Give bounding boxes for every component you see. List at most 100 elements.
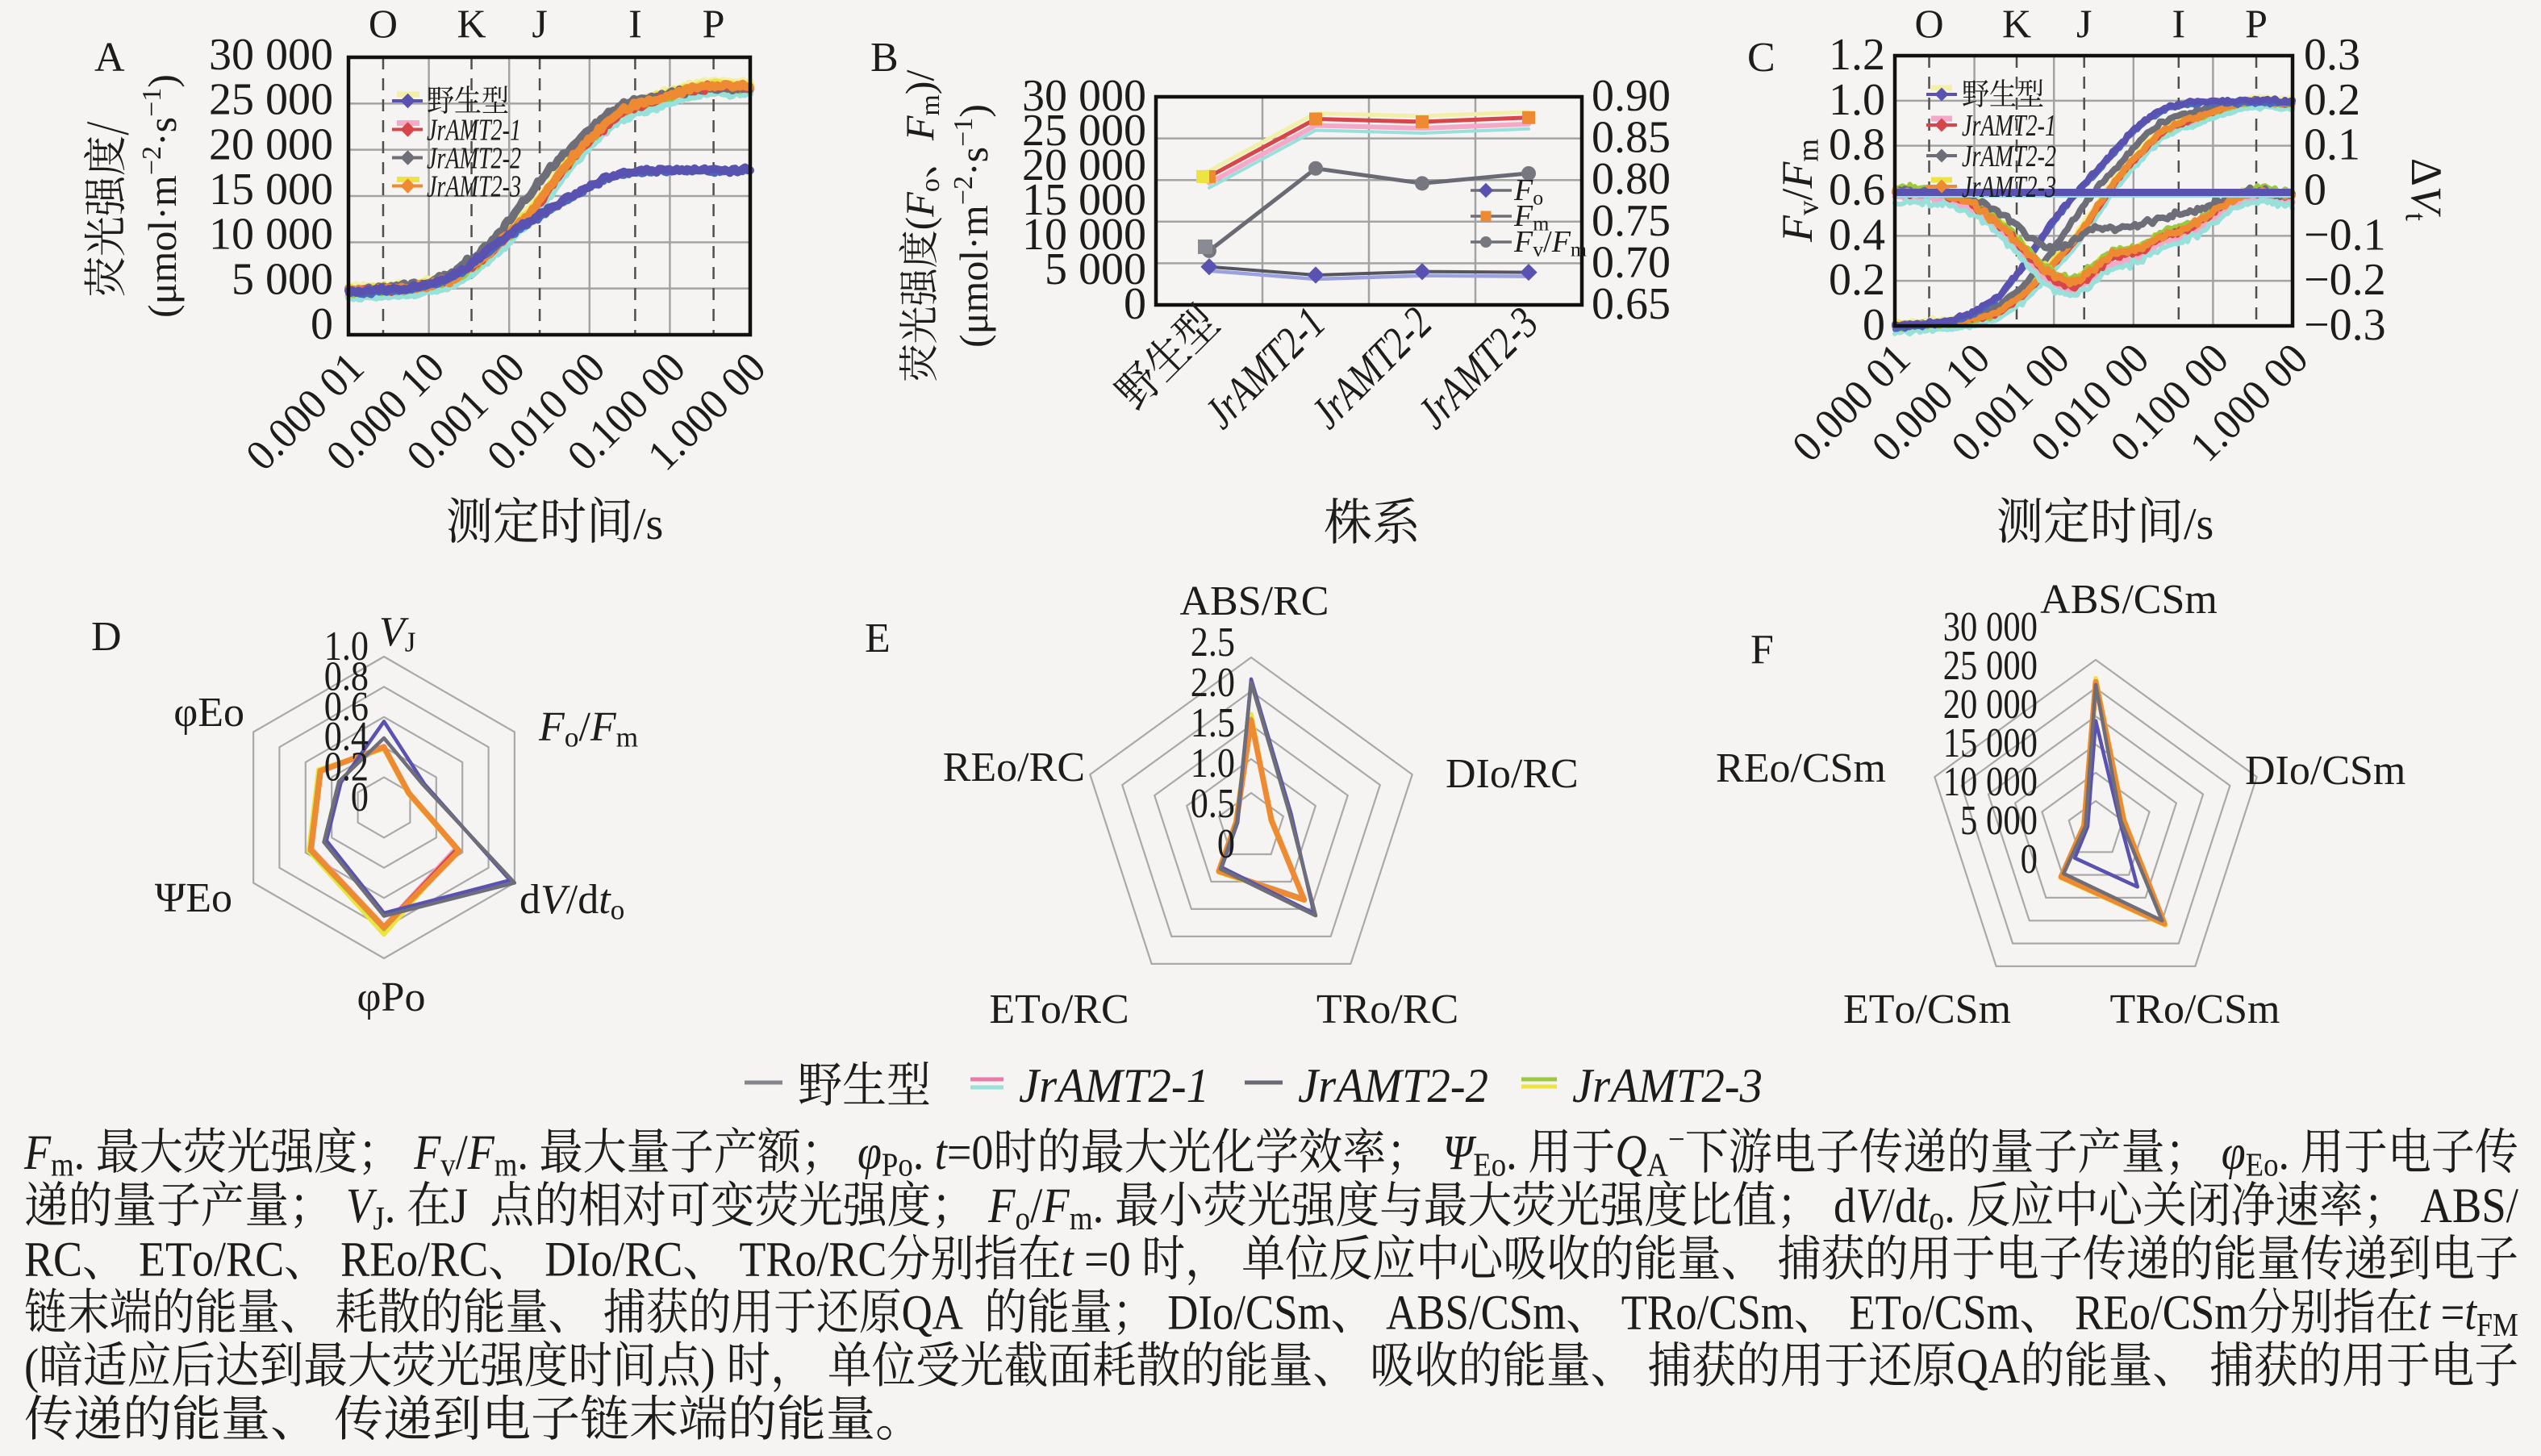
svg-text:QA: QA (1956, 1338, 2020, 1393)
svg-text:F: F (897, 115, 942, 141)
svg-text:o: o (1016, 1199, 1031, 1237)
svg-text:25 000: 25 000 (1022, 106, 1146, 156)
svg-text:): ) (701, 1338, 716, 1393)
svg-text:.: . (1093, 1178, 1104, 1233)
svg-text:20 000: 20 000 (1943, 682, 2038, 728)
svg-text:t: t (1062, 1233, 1075, 1287)
svg-text:)/: )/ (897, 70, 942, 95)
svg-text:0.65: 0.65 (1592, 279, 1671, 329)
svg-text:O: O (1914, 1, 1943, 46)
svg-text:ABS/CSm: ABS/CSm (1386, 1286, 1566, 1340)
svg-text:E: E (865, 615, 891, 661)
svg-text:ΨEo: ΨEo (155, 875, 232, 921)
svg-text:DIo/RC: DIo/RC (544, 1233, 682, 1287)
svg-text:V: V (346, 1178, 378, 1233)
svg-text:V: V (1855, 1178, 1887, 1233)
svg-text:.: . (74, 1126, 86, 1180)
svg-text:F: F (1513, 199, 1533, 233)
svg-text:25 000: 25 000 (209, 75, 333, 125)
svg-text:/s: /s (2184, 499, 2213, 549)
svg-text:/: / (1030, 1178, 1043, 1233)
svg-text:): ) (140, 74, 185, 88)
svg-text:0: 0 (311, 299, 333, 349)
svg-text:(μmol·m: (μmol·m (140, 175, 185, 318)
svg-text:JrAMT2-3: JrAMT2-3 (1572, 1059, 1763, 1112)
svg-text:d: d (519, 877, 540, 923)
svg-text:TRo/RC: TRo/RC (1316, 987, 1458, 1033)
svg-text:30 000: 30 000 (209, 30, 333, 80)
svg-text:0.2: 0.2 (2304, 75, 2360, 125)
svg-text:0: 0 (351, 774, 369, 820)
svg-text:A: A (94, 35, 125, 81)
svg-text:JrAMT2-1: JrAMT2-1 (1962, 109, 2056, 143)
svg-text:−0.1: −0.1 (2304, 210, 2386, 260)
svg-text:−2: −2 (949, 176, 978, 205)
svg-text:25 000: 25 000 (1943, 643, 2038, 689)
svg-text:F: F (23, 1126, 52, 1180)
svg-text:ETo/RC: ETo/RC (989, 987, 1129, 1033)
svg-text:−0.3: −0.3 (2304, 300, 2386, 350)
svg-text:REo/RC: REo/RC (340, 1233, 488, 1287)
svg-text:0.75: 0.75 (1592, 196, 1671, 246)
svg-text:0: 0 (2304, 165, 2326, 215)
svg-text:P: P (2245, 1, 2268, 46)
svg-text:2.5: 2.5 (1191, 620, 1235, 665)
svg-text:=0: =0 (947, 1126, 994, 1180)
svg-text:10 000: 10 000 (209, 210, 333, 260)
svg-text:REo/CSm: REo/CSm (2075, 1286, 2247, 1340)
svg-text:V: V (2402, 186, 2451, 218)
svg-text:F: F (897, 192, 942, 218)
svg-text:.: . (2279, 1126, 2290, 1180)
svg-text:10 000: 10 000 (1943, 759, 2038, 805)
svg-text:0: 0 (1863, 300, 1885, 350)
svg-text:o: o (1533, 186, 1543, 209)
svg-text:JrAMT2-2: JrAMT2-2 (1962, 140, 2056, 173)
svg-text:JrAMT2-1: JrAMT2-1 (1019, 1059, 1209, 1112)
svg-text:=0: =0 (1084, 1233, 1130, 1287)
svg-text:F: F (1773, 161, 1821, 190)
svg-text:.: . (385, 1178, 396, 1233)
svg-text:15 000: 15 000 (1943, 720, 2038, 766)
svg-text:ETo/CSm: ETo/CSm (1843, 987, 2011, 1033)
svg-text:φEo: φEo (173, 690, 244, 736)
svg-text:0.1: 0.1 (2304, 120, 2360, 170)
svg-text:JrAMT2-2: JrAMT2-2 (427, 142, 521, 176)
svg-text:=: = (2441, 1286, 2465, 1340)
svg-text:t: t (599, 877, 611, 923)
svg-text:d: d (1834, 1178, 1855, 1233)
svg-text:0.6: 0.6 (1829, 165, 1885, 215)
svg-text:I: I (628, 1, 642, 46)
svg-text:/: / (1543, 225, 1552, 259)
svg-text:o: o (1930, 1199, 1945, 1237)
svg-text:Po: Po (882, 1147, 913, 1184)
svg-text:FM: FM (2476, 1307, 2518, 1344)
svg-text:J: J (2076, 1, 2092, 46)
svg-text:B: B (870, 35, 899, 81)
svg-text:F: F (987, 1178, 1016, 1233)
svg-text:20 000: 20 000 (209, 119, 333, 169)
svg-text:t: t (2418, 1286, 2431, 1340)
svg-text:m: m (51, 1147, 74, 1184)
svg-text:v: v (1533, 237, 1543, 261)
svg-text:A: A (1646, 1147, 1668, 1184)
svg-text:TRo/CSm: TRo/CSm (1621, 1286, 1794, 1340)
svg-text:−1: −1 (949, 118, 978, 147)
svg-text:F: F (413, 1126, 441, 1180)
svg-text:5 000: 5 000 (232, 254, 333, 304)
svg-text:10 000: 10 000 (1022, 210, 1146, 260)
svg-text:REo/RC: REo/RC (943, 745, 1085, 791)
svg-text:ABS/: ABS/ (2420, 1178, 2518, 1233)
svg-text:K: K (457, 1, 486, 46)
svg-text:F: F (1551, 225, 1571, 259)
svg-text:0.90: 0.90 (1592, 71, 1671, 121)
svg-text:0.3: 0.3 (2304, 30, 2360, 80)
svg-text:TRo/CSm: TRo/CSm (2110, 987, 2280, 1033)
svg-text:QA: QA (902, 1286, 963, 1340)
svg-text:O: O (369, 1, 398, 46)
svg-text:J: J (373, 1199, 384, 1237)
svg-text:5 000: 5 000 (1045, 244, 1146, 294)
svg-text:1.0: 1.0 (324, 624, 369, 670)
svg-text:(: ( (24, 1338, 39, 1393)
svg-text:0.2: 0.2 (1829, 255, 1885, 305)
svg-text:0.6: 0.6 (324, 684, 369, 730)
